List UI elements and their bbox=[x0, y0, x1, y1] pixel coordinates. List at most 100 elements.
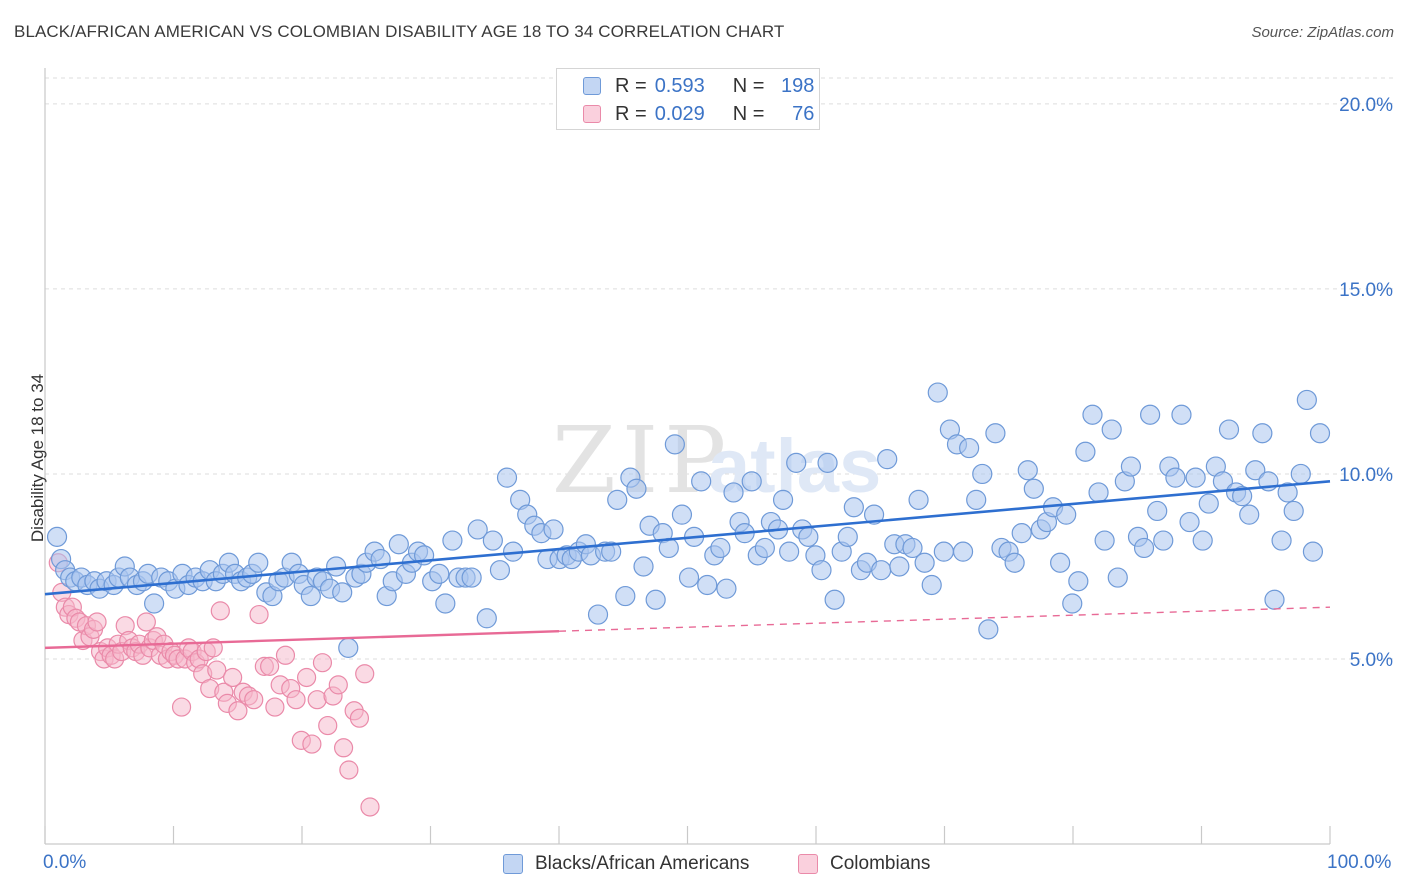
data-point-blacks bbox=[388, 534, 409, 555]
y-tick-label: 15.0% bbox=[1339, 280, 1393, 301]
data-point-blacks bbox=[476, 608, 497, 629]
data-point-blacks bbox=[489, 560, 511, 581]
data-point-blacks bbox=[1296, 389, 1317, 411]
axes bbox=[44, 68, 1331, 845]
data-point-blacks bbox=[902, 537, 923, 559]
data-point-blacks bbox=[691, 471, 712, 492]
data-point-blacks bbox=[46, 526, 68, 547]
data-point-colombians bbox=[260, 656, 280, 676]
y-axis-label: Disability Age 18 to 34 bbox=[28, 373, 47, 543]
data-point-colombians bbox=[312, 653, 333, 673]
data-point-blacks bbox=[914, 552, 935, 573]
data-point-blacks bbox=[786, 452, 807, 473]
data-point-blacks bbox=[824, 589, 845, 610]
data-point-colombians bbox=[307, 690, 327, 710]
data-point-blacks bbox=[779, 541, 800, 562]
data-point-blacks bbox=[633, 556, 654, 577]
data-point-blacks bbox=[710, 537, 731, 559]
x-tick-label-min: 0.0% bbox=[43, 852, 87, 873]
data-point-blacks bbox=[338, 637, 359, 658]
data-point-blacks bbox=[1309, 423, 1331, 444]
data-point-colombians bbox=[171, 697, 192, 717]
data-point-blacks bbox=[1271, 530, 1292, 551]
data-point-blacks bbox=[442, 530, 463, 551]
data-point-colombians bbox=[249, 604, 269, 625]
data-point-blacks bbox=[811, 560, 832, 581]
data-point-blacks bbox=[678, 567, 700, 588]
data-point-blacks bbox=[461, 567, 482, 588]
data-point-colombians bbox=[333, 738, 354, 758]
data-point-blacks bbox=[300, 585, 321, 607]
data-point-blacks bbox=[326, 556, 347, 577]
data-point-blacks bbox=[1088, 482, 1109, 503]
data-point-colombians bbox=[318, 715, 338, 736]
legend-r-value: 0.593 bbox=[654, 74, 705, 97]
watermark-zip: ZIP bbox=[552, 407, 732, 514]
data-point-blacks bbox=[772, 489, 794, 510]
x-tick-label-max: 100.0% bbox=[1327, 852, 1392, 873]
data-point-blacks bbox=[1133, 537, 1155, 559]
legend-n-label: N = bbox=[732, 102, 765, 125]
data-point-blacks bbox=[1264, 589, 1285, 610]
data-point-blacks bbox=[664, 434, 685, 455]
data-point-blacks bbox=[482, 530, 503, 551]
data-point-blacks bbox=[1179, 511, 1200, 533]
data-point-blacks bbox=[908, 489, 929, 510]
data-point-colombians bbox=[360, 797, 380, 817]
data-point-blacks bbox=[1192, 530, 1213, 551]
data-point-blacks bbox=[1245, 460, 1266, 481]
data-point-blacks bbox=[435, 593, 456, 614]
data-point-blacks bbox=[889, 556, 910, 577]
data-point-blacks bbox=[933, 541, 954, 562]
data-point-blacks bbox=[467, 519, 488, 540]
data-point-blacks bbox=[1239, 504, 1260, 525]
y-tick-label: 20.0% bbox=[1339, 95, 1393, 116]
data-point-blacks bbox=[1140, 404, 1161, 425]
data-point-blacks bbox=[972, 463, 993, 485]
data-point-blacks bbox=[1075, 441, 1096, 462]
data-point-blacks bbox=[1011, 523, 1032, 544]
data-point-blacks bbox=[626, 478, 647, 499]
series-colombians bbox=[48, 553, 380, 817]
data-point-blacks bbox=[863, 504, 885, 525]
bottom-legend-label: Blacks/African Americans bbox=[535, 853, 750, 874]
source-credit: Source: ZipAtlas.com bbox=[1251, 24, 1394, 41]
legend-swatch-blue bbox=[583, 77, 601, 95]
legend-r-value: 0.029 bbox=[654, 102, 705, 125]
bottom-legend-blacks: Blacks/African Americans bbox=[503, 852, 749, 876]
data-point-colombians bbox=[265, 697, 285, 717]
data-point-blacks bbox=[1165, 467, 1186, 488]
legend-n-label: N = bbox=[732, 74, 765, 97]
data-point-colombians bbox=[297, 667, 317, 688]
data-point-blacks bbox=[332, 582, 353, 603]
data-point-blacks bbox=[1107, 567, 1128, 588]
data-point-colombians bbox=[286, 690, 306, 710]
data-point-blacks bbox=[1283, 500, 1304, 522]
data-point-blacks bbox=[1050, 552, 1071, 573]
data-point-blacks bbox=[871, 560, 892, 581]
y-tick-labels: 5.0% 10.0% 15.0% 20.0% bbox=[1339, 95, 1393, 671]
bottom-legend-colombians: Colombians bbox=[798, 852, 930, 876]
data-point-blacks bbox=[985, 423, 1006, 444]
data-point-blacks bbox=[1082, 404, 1103, 425]
data-point-blacks bbox=[837, 526, 858, 547]
data-point-blacks bbox=[1171, 404, 1192, 425]
data-point-blacks bbox=[1232, 486, 1253, 507]
y-tick-label: 10.0% bbox=[1339, 465, 1393, 486]
data-point-colombians bbox=[136, 612, 156, 632]
data-point-colombians bbox=[207, 660, 227, 680]
data-point-colombians bbox=[223, 667, 243, 688]
data-point-colombians bbox=[210, 601, 230, 621]
data-point-blacks bbox=[1120, 456, 1142, 477]
bottom-legend-swatch-blue bbox=[503, 854, 523, 874]
data-point-blacks bbox=[952, 541, 974, 562]
data-point-colombians bbox=[339, 760, 359, 780]
data-point-blacks bbox=[1153, 530, 1174, 551]
data-point-blacks bbox=[248, 552, 269, 573]
data-point-blacks bbox=[959, 437, 980, 459]
data-point-blacks bbox=[1004, 552, 1025, 573]
data-point-blacks bbox=[543, 519, 564, 540]
data-point-blacks bbox=[716, 578, 737, 599]
data-point-blacks bbox=[429, 563, 450, 584]
